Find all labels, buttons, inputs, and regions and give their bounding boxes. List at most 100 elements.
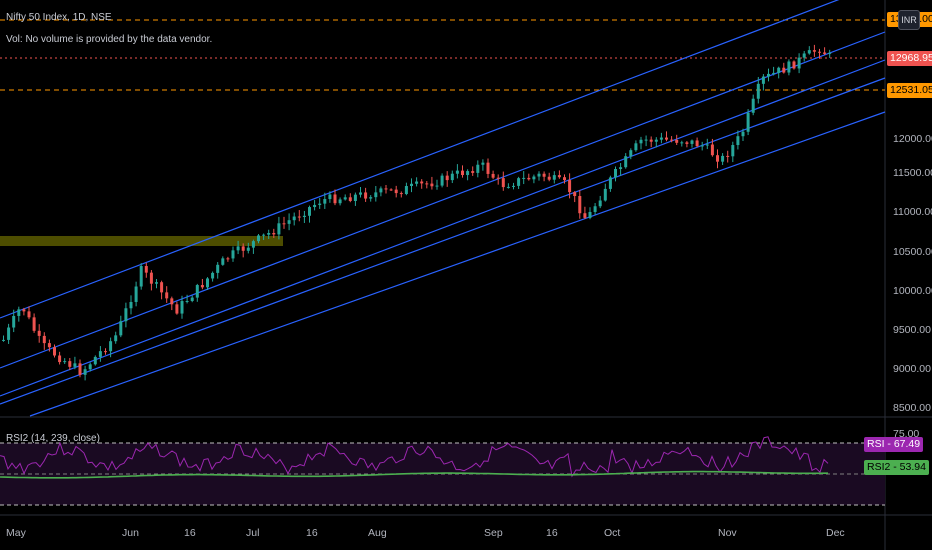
- candle-body: [420, 181, 424, 184]
- candle-body: [731, 145, 735, 157]
- candle-body: [537, 173, 541, 177]
- time-tick: Nov: [718, 527, 737, 539]
- candle-body: [823, 52, 827, 54]
- price-tick: 9000.00: [893, 363, 931, 375]
- candle-body: [440, 175, 444, 186]
- parallel-channel[interactable]: [0, 0, 886, 417]
- candle-body: [2, 339, 5, 341]
- candle-body: [313, 204, 317, 208]
- candle-body: [736, 136, 740, 146]
- candle-body: [792, 61, 796, 69]
- candle-body: [532, 176, 536, 180]
- candle-body: [399, 193, 403, 195]
- candle-body: [828, 52, 832, 54]
- candle-body: [680, 142, 684, 144]
- candle-body: [812, 50, 816, 52]
- candle-body: [88, 364, 92, 370]
- candle-body: [450, 173, 454, 181]
- chart-title[interactable]: Nifty 50 Index, 1D, NSE: [6, 12, 112, 23]
- candle-body: [272, 232, 276, 235]
- candle-body: [557, 175, 561, 178]
- candle-body: [685, 142, 689, 144]
- candle-body: [807, 50, 811, 54]
- candle-body: [415, 181, 419, 184]
- time-tick: Dec: [826, 527, 845, 539]
- time-tick: 16: [546, 527, 558, 539]
- candle-body: [777, 67, 781, 73]
- price-tick: 12000.00: [893, 133, 932, 145]
- candle-body: [63, 361, 67, 363]
- candle-body: [353, 194, 357, 201]
- time-tick: Sep: [484, 527, 503, 539]
- candle-body: [568, 180, 572, 193]
- candle-body: [338, 199, 342, 204]
- candle-body: [78, 363, 82, 375]
- candle-body: [251, 241, 255, 248]
- channel-line-2[interactable]: [0, 31, 886, 369]
- candle-body: [149, 272, 153, 284]
- currency-button[interactable]: INR: [898, 10, 920, 30]
- candle-body: [394, 189, 398, 194]
- channel-line-5[interactable]: [29, 111, 886, 417]
- indicator-label[interactable]: RSI2 (14, 239, close): [6, 433, 100, 444]
- volume-note: Vol: No volume is provided by the data v…: [6, 34, 213, 45]
- candle-body: [73, 363, 77, 367]
- candle-body: [716, 155, 719, 162]
- candle-body: [333, 194, 337, 204]
- candle-body: [710, 144, 714, 156]
- channel-line-1[interactable]: [0, 0, 885, 319]
- candle-body: [98, 351, 102, 357]
- candle-body: [190, 297, 194, 302]
- candle-body: [267, 232, 271, 235]
- candle-body: [53, 347, 56, 356]
- candle-body: [17, 309, 21, 316]
- channel-line-3[interactable]: [0, 59, 886, 397]
- candle-body: [659, 137, 663, 140]
- candle-body: [445, 175, 449, 181]
- candle-body: [364, 192, 368, 199]
- candle-body: [109, 341, 113, 352]
- candle-body: [496, 177, 500, 179]
- candle-body: [665, 137, 668, 140]
- candle-body: [58, 355, 62, 363]
- candle-body: [47, 343, 51, 348]
- candle-body: [471, 171, 475, 173]
- time-tick: May: [6, 527, 27, 539]
- candle-body: [751, 98, 755, 113]
- candle-body: [236, 246, 240, 251]
- candle-body: [124, 308, 128, 322]
- candle-body: [654, 139, 658, 142]
- candlestick-series[interactable]: [2, 44, 832, 381]
- candle-body: [22, 309, 26, 312]
- candle-body: [588, 211, 592, 218]
- candle-body: [527, 177, 531, 180]
- candle-body: [246, 247, 250, 251]
- candle-body: [542, 173, 546, 177]
- candle-body: [506, 186, 510, 188]
- candle-body: [379, 188, 383, 193]
- candle-body: [726, 155, 730, 157]
- candle-body: [7, 327, 11, 340]
- candle-body: [318, 203, 322, 205]
- last-price-badge: 12968.95: [887, 51, 932, 66]
- candle-body: [175, 304, 179, 314]
- candle-body: [818, 51, 821, 53]
- time-tick: Aug: [368, 527, 387, 539]
- candle-body: [512, 185, 515, 187]
- candle-body: [144, 266, 148, 273]
- candle-body: [608, 177, 612, 189]
- candle-body: [195, 285, 199, 298]
- candle-body: [797, 57, 801, 69]
- price-axis[interactable]: 12000.00 11500.00 11000.00 10500.00 1000…: [893, 133, 932, 440]
- candle-body: [348, 197, 352, 201]
- time-axis[interactable]: May Jun 16 Jul 16 Aug Sep 16 Oct Nov Dec: [6, 527, 845, 539]
- candle-body: [216, 264, 220, 273]
- rsi2-line: [0, 470, 828, 479]
- support-zone[interactable]: [0, 236, 283, 246]
- candle-body: [160, 282, 164, 293]
- candle-body: [297, 216, 301, 218]
- candle-body: [32, 317, 36, 331]
- candle-body: [690, 140, 694, 144]
- candle-body: [802, 53, 806, 58]
